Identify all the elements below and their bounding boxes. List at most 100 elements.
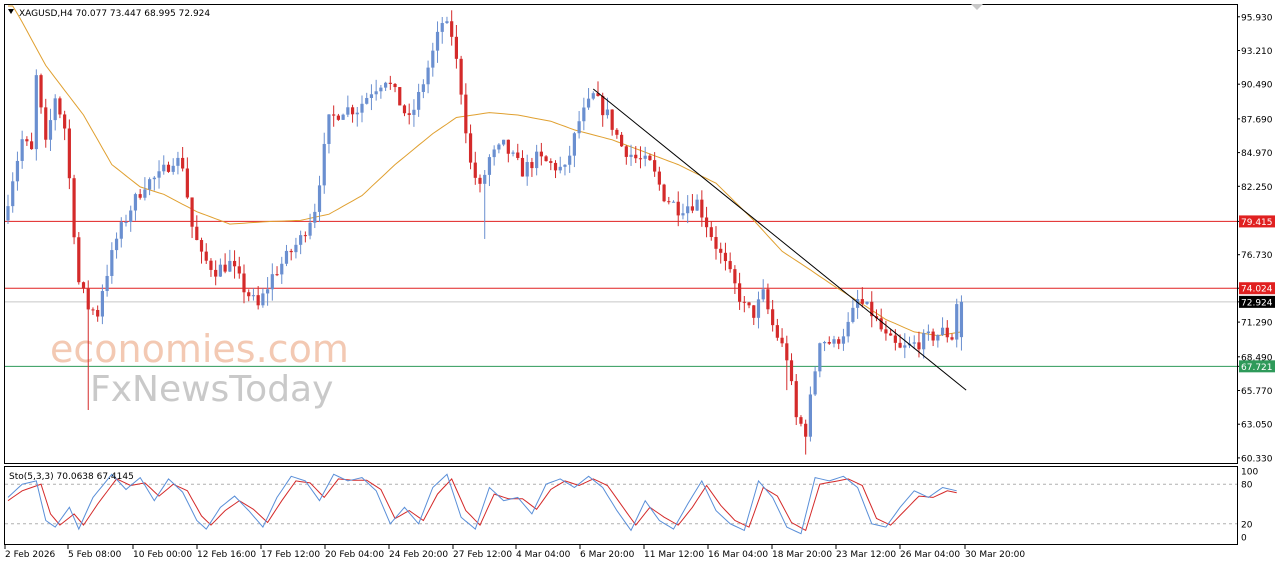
candle-body [624, 146, 628, 157]
candle-body [6, 206, 10, 221]
price-tick-label: 82.250 [1241, 183, 1273, 193]
candle [374, 79, 378, 101]
candle [355, 107, 359, 127]
candle-body [487, 157, 492, 175]
candle-body [723, 252, 728, 262]
candle [605, 97, 610, 119]
candle-body [355, 112, 359, 115]
price-label-resistance: 79.415 [1241, 218, 1273, 228]
candle [440, 16, 444, 44]
price-tick-label: 60.330 [1241, 454, 1273, 464]
candle [582, 97, 586, 131]
moving-average-layer [8, 5, 962, 337]
price-label-support: 67.721 [1241, 363, 1273, 373]
moving-average-line [8, 5, 962, 337]
candle-body [152, 177, 156, 180]
candle [586, 88, 591, 110]
candle [756, 291, 761, 329]
candle [686, 195, 690, 224]
candle-body [195, 226, 199, 241]
candle [789, 353, 794, 386]
candle-body [553, 162, 558, 171]
candle-body [950, 337, 954, 340]
candle-body [889, 333, 893, 336]
candle-body [190, 197, 194, 227]
time-tick-label: 2 Feb 2026 [5, 550, 56, 560]
candle [166, 161, 171, 173]
candle-body [539, 151, 543, 157]
candle-body [185, 168, 189, 198]
candle-body [133, 194, 138, 211]
candle [20, 130, 24, 169]
candle-body [568, 155, 572, 165]
candle [738, 272, 742, 310]
time-tick-label: 18 Mar 20:00 [772, 550, 832, 560]
candle-body [412, 109, 416, 115]
candle-body [511, 152, 515, 154]
candle-body [91, 309, 95, 311]
candle [214, 260, 218, 286]
candle-body [176, 157, 180, 166]
candle-body [384, 82, 388, 88]
candle [653, 152, 657, 177]
candle [926, 324, 930, 341]
price-label-box-support [1239, 360, 1275, 373]
candle [785, 335, 789, 391]
candle-body [667, 201, 671, 203]
candle-body [700, 199, 704, 218]
candle-body [695, 199, 699, 211]
candle-body [431, 50, 435, 68]
candle [313, 203, 317, 229]
price-tick-label: 90.490 [1241, 81, 1273, 91]
candle-body [686, 206, 690, 214]
candle [723, 242, 728, 271]
candle-body [275, 274, 279, 276]
candle-body [898, 342, 902, 348]
candle-body [30, 141, 34, 150]
candle [700, 190, 704, 227]
candle-body [166, 164, 171, 172]
candle [903, 333, 907, 359]
candle-body [879, 318, 883, 330]
candle [426, 60, 430, 94]
candle [256, 286, 260, 310]
candle [280, 256, 284, 284]
candle-body [620, 134, 624, 147]
candle-body [771, 309, 775, 326]
candle-body [775, 325, 779, 338]
candle [572, 131, 576, 168]
candle-body [171, 165, 175, 172]
candle [407, 103, 411, 125]
candle-body [959, 301, 964, 338]
price-pane-frame [4, 4, 1238, 464]
candle [761, 279, 765, 302]
candle-body [110, 250, 114, 276]
candle-body [417, 91, 421, 110]
candle-body [761, 289, 765, 300]
candle-body [336, 115, 340, 120]
time-tick-label: 10 Feb 00:00 [133, 550, 192, 560]
candle-body [322, 143, 326, 186]
chart-shift-marker-icon[interactable] [971, 4, 983, 10]
symbol-dropdown-icon[interactable] [8, 9, 14, 14]
candle-body [955, 304, 959, 340]
candle-body [870, 301, 874, 317]
candle-body [48, 120, 53, 140]
candle-body [596, 93, 600, 96]
time-axis: 2 Feb 2026 5 Feb 08:00 10 Feb 00:00 12 Feb … [4, 545, 1025, 560]
candle [955, 298, 959, 348]
candlestick-series [6, 10, 964, 455]
candle [124, 214, 128, 227]
candle [299, 230, 303, 255]
candle [341, 113, 345, 120]
candle-body [893, 335, 897, 343]
candle-body [81, 282, 86, 289]
candle-body [931, 331, 935, 341]
candle-body [138, 194, 142, 198]
candle [294, 237, 298, 259]
candle [190, 197, 194, 239]
candle [450, 10, 454, 46]
candle-body [261, 293, 265, 306]
